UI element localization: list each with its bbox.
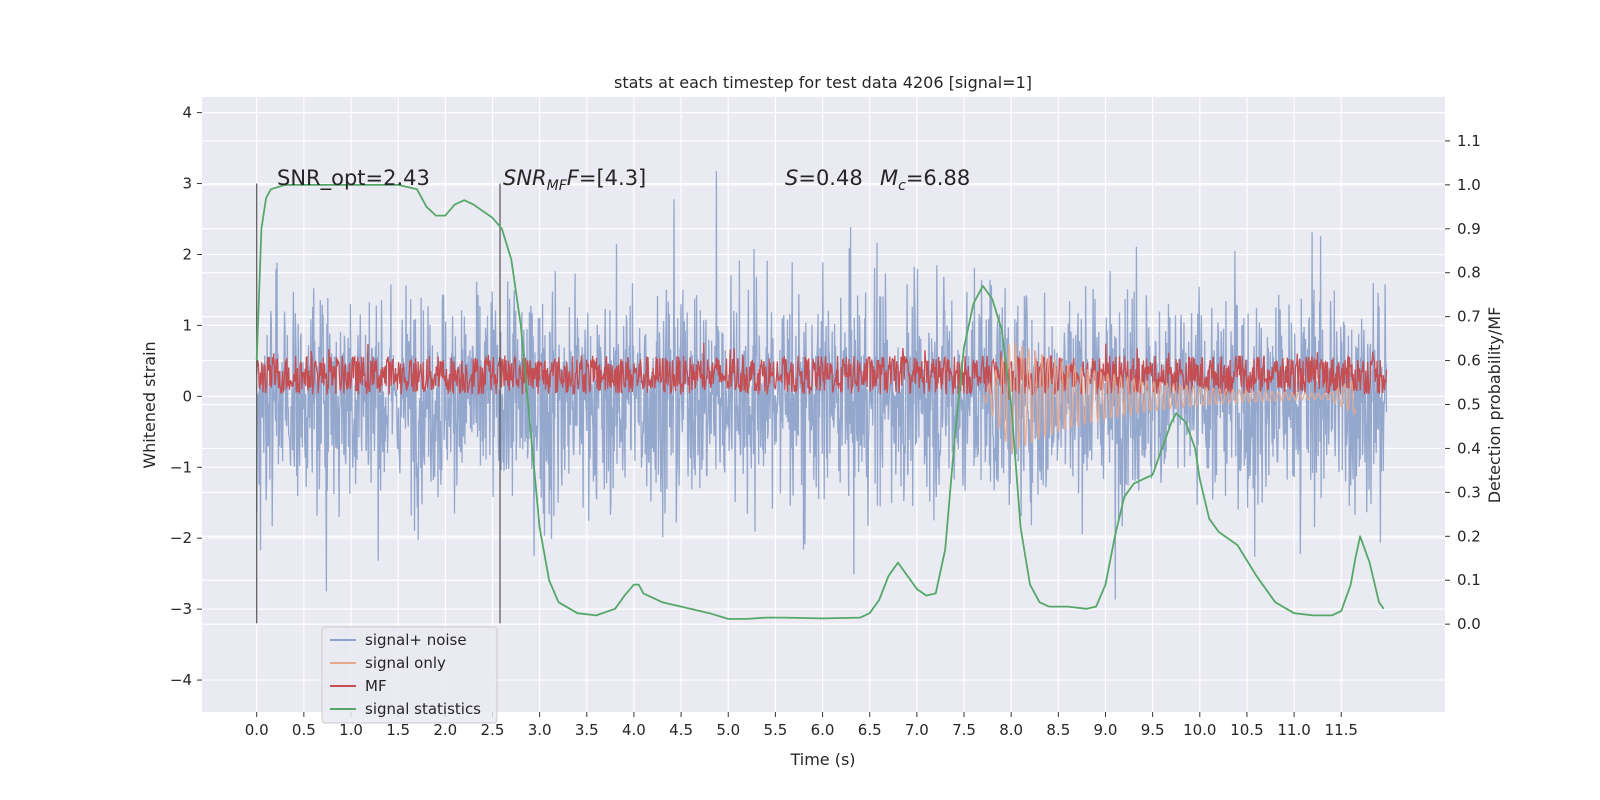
y-right-tick-label: 0.3 — [1457, 483, 1481, 501]
annotation-mc: Mc=6.88 — [880, 166, 970, 194]
x-tick-label: 10.5 — [1230, 721, 1263, 739]
x-tick-label: 10.0 — [1183, 721, 1216, 739]
annotation-s-value: =0.48 — [798, 166, 862, 190]
x-tick-label: 7.0 — [905, 721, 929, 739]
x-axis-title: Time (s) — [789, 750, 855, 769]
legend-label-signal-noise: signal+ noise — [365, 631, 467, 649]
signal-statistics-line — [255, 184, 1385, 620]
x-tick-label: 9.0 — [1094, 721, 1118, 739]
annotation-mc-symbol: M — [880, 166, 898, 190]
signal-only-line — [982, 342, 1357, 453]
y-tick-label: 3 — [182, 175, 192, 193]
annotation-snr-opt: SNR_opt=2.43 — [277, 166, 430, 191]
chart-title: stats at each timestep for test data 420… — [614, 73, 1032, 92]
y-tick-label: 0 — [182, 387, 192, 405]
x-tick-label: 5.0 — [716, 721, 740, 739]
x-tick-label: 7.5 — [952, 721, 976, 739]
y-right-axis-ticks: 1.1 1.0 0.9 0.8 0.7 0.6 0.5 0.4 0.3 0.2 0.1 0.0 — [1445, 132, 1481, 633]
y-tick-label: 2 — [182, 245, 192, 263]
series-signal-statistics — [255, 184, 1385, 620]
x-tick-label: 11.0 — [1277, 721, 1310, 739]
x-tick-label: 8.5 — [1046, 721, 1070, 739]
y-right-tick-label: 0.0 — [1457, 615, 1481, 633]
series-signal-noise — [256, 170, 1388, 600]
series-signal-only — [982, 342, 1357, 453]
x-tick-label: 2.0 — [433, 721, 457, 739]
y-right-tick-label: 0.5 — [1457, 396, 1481, 414]
y-right-tick-label: 1.1 — [1457, 132, 1481, 150]
y-axis-title: Whitened strain — [140, 341, 159, 468]
x-tick-label: 4.5 — [669, 721, 693, 739]
annotation-s: S=0.48 — [785, 166, 863, 190]
x-tick-label: 0.0 — [245, 721, 269, 739]
legend-label-signal-only: signal only — [365, 654, 446, 672]
vertical-markers — [256, 183, 501, 624]
y-right-tick-label: 1.0 — [1457, 176, 1481, 194]
annotation-mc-value: =6.88 — [906, 166, 970, 190]
signal-noise-line — [256, 170, 1388, 600]
mf-line — [256, 342, 1388, 400]
y-tick-label: −3 — [170, 600, 192, 618]
y-tick-label: −4 — [170, 671, 192, 689]
annotation-snr-mf-symbol: SNR — [503, 166, 547, 190]
y-tick-label: −2 — [170, 529, 192, 547]
y-right-axis-title: Detection probability/MF — [1485, 307, 1504, 504]
y-right-tick-label: 0.8 — [1457, 264, 1481, 282]
y-right-tick-label: 0.7 — [1457, 308, 1481, 326]
annotation-snr-mf-symbol-2: F — [567, 166, 580, 190]
x-tick-label: 9.5 — [1141, 721, 1165, 739]
x-tick-label: 1.5 — [386, 721, 410, 739]
annotation-snr-mf-value: =[4.3] — [579, 166, 646, 190]
y-tick-label: 4 — [182, 104, 192, 122]
annotation-s-symbol: S — [785, 166, 798, 190]
y-right-tick-label: 0.6 — [1457, 352, 1481, 370]
x-tick-label: 1.0 — [339, 721, 363, 739]
series-mf — [256, 342, 1388, 400]
y-right-tick-label: 0.2 — [1457, 527, 1481, 545]
x-tick-label: 11.5 — [1325, 721, 1358, 739]
x-tick-label: 3.0 — [528, 721, 552, 739]
y-right-tick-label: 0.1 — [1457, 571, 1481, 589]
legend-label-signal-statistics: signal statistics — [365, 700, 481, 718]
y-tick-label: 1 — [182, 316, 192, 334]
y-tick-label: −1 — [170, 458, 192, 476]
legend-box — [321, 626, 498, 724]
annotation-snr-mf: SNRMFF=[4.3] — [503, 166, 646, 194]
x-tick-label: 4.0 — [622, 721, 646, 739]
x-tick-label: 5.5 — [763, 721, 787, 739]
x-axis-ticks: 0.0 0.5 1.0 1.5 2.0 2.5 3.0 3.5 4.0 4.5 5.0 5.5 6.0 6… — [245, 712, 1358, 739]
x-tick-label: 0.5 — [292, 721, 316, 739]
x-tick-label: 6.0 — [811, 721, 835, 739]
legend: signal+ noise signal only MF signal stat… — [321, 626, 498, 724]
y-right-tick-label: 0.9 — [1457, 220, 1481, 238]
x-tick-label: 6.5 — [858, 721, 882, 739]
x-tick-label: 8.0 — [999, 721, 1023, 739]
y-axis-ticks: 4 3 2 1 0 −1 −2 −3 −4 — [170, 104, 202, 689]
x-tick-label: 2.5 — [481, 721, 505, 739]
annotation-snr-mf-subscript: MF — [547, 178, 568, 194]
annotation-mc-subscript: c — [898, 178, 906, 194]
legend-label-mf: MF — [365, 677, 387, 695]
x-tick-label: 3.5 — [575, 721, 599, 739]
y-right-tick-label: 0.4 — [1457, 439, 1481, 457]
